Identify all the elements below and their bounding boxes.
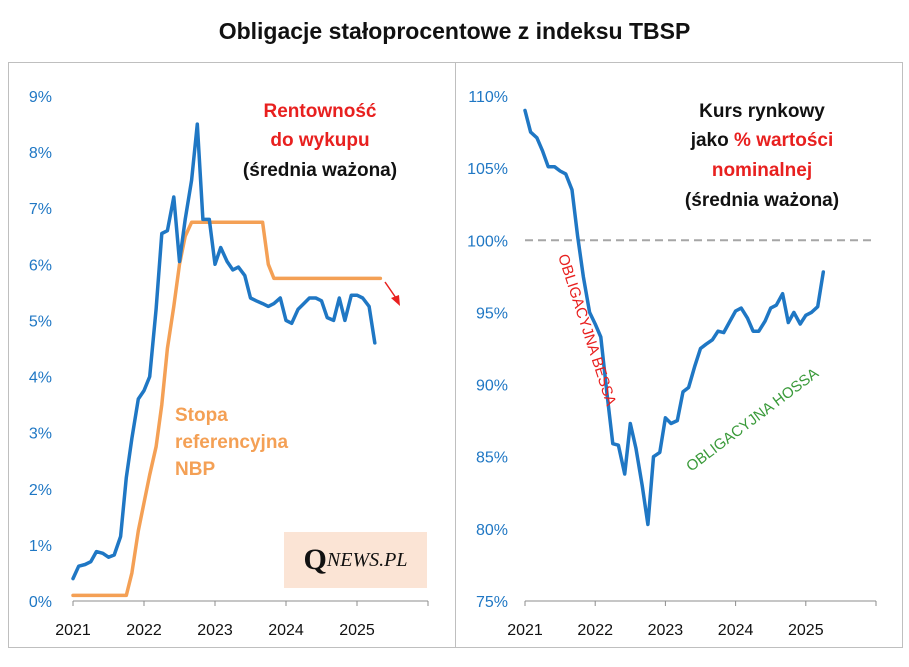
x-tick-label: 2021 — [507, 622, 543, 639]
y-tick-label: 110% — [468, 89, 508, 106]
x-tick-label: 2025 — [339, 622, 375, 639]
y-tick-label: 0% — [29, 594, 52, 611]
y-tick-label: 75% — [476, 594, 508, 611]
x-tick-label: 2024 — [718, 622, 754, 639]
y-tick-label: 95% — [476, 305, 508, 322]
x-tick-label: 2022 — [126, 622, 162, 639]
y-tick-label: 80% — [476, 522, 508, 539]
y-tick-label: 4% — [29, 370, 52, 387]
qnews-logo: Q NEWS.PL — [284, 532, 427, 588]
y-tick-label: 2% — [29, 482, 52, 499]
left-annotation-line3: (średnia ważona) — [243, 160, 397, 181]
x-tick-label: 2021 — [55, 622, 91, 639]
trend-arrow-line — [384, 281, 397, 299]
y-tick-label: 7% — [29, 201, 52, 218]
right-annotation-line2b: % wartości — [734, 130, 833, 151]
trend-arrow — [384, 281, 400, 306]
x-tick-label: 2025 — [788, 622, 824, 639]
right-series-lines — [523, 108, 826, 527]
left-annotation-line2: do wykupu — [270, 130, 369, 151]
y-tick-label: 100% — [467, 233, 508, 250]
orange-label-line3: NBP — [175, 459, 215, 480]
right-x-tick-labels: 2021 2022 2023 2024 2025 — [507, 622, 823, 639]
orange-label-line1: Stopa — [175, 405, 228, 426]
hossa-label: OBLIGACYJNA HOSSA — [683, 365, 822, 475]
logo-letter: Q — [303, 543, 327, 576]
right-annotation-line2a: jako — [690, 130, 734, 151]
left-y-tick-labels: 0% 1% 2% 3% 4% 5% 6% 7% 8% 9% — [29, 89, 52, 611]
logo-rest: NEWS.PL — [326, 548, 408, 571]
left-x-tick-labels: 2021 2022 2023 2024 2025 — [55, 622, 375, 639]
y-tick-label: 6% — [29, 257, 52, 274]
series-line — [71, 122, 377, 581]
left-x-axis — [72, 600, 429, 606]
right-annotation-line1: Kurs rynkowy — [699, 101, 825, 122]
right-chart-panel: 75% 80% 85% 90% 95% 100% 105% 110% 2021 2022 2023… — [467, 89, 877, 639]
right-annotation-line4: (średnia ważona) — [685, 190, 839, 211]
orange-label-line2: referencyjna — [175, 432, 288, 453]
right-y-tick-labels: 75% 80% 85% 90% 95% 100% 105% 110% — [467, 89, 508, 611]
y-tick-label: 5% — [29, 313, 52, 330]
y-tick-label: 1% — [29, 538, 52, 555]
chart-title: Obligacje stałoprocentowe z indeksu TBSP — [218, 18, 691, 44]
y-tick-label: 8% — [29, 145, 52, 162]
x-tick-label: 2023 — [197, 622, 233, 639]
y-tick-label: 3% — [29, 426, 52, 443]
right-annotation-line2: jako % wartości — [690, 130, 834, 151]
y-tick-label: 9% — [29, 89, 52, 106]
x-tick-label: 2024 — [268, 622, 304, 639]
y-tick-label: 85% — [476, 450, 508, 467]
x-tick-label: 2023 — [648, 622, 684, 639]
right-x-axis — [524, 600, 877, 606]
y-tick-label: 90% — [476, 378, 508, 395]
series-line — [523, 108, 826, 527]
trend-arrow-head — [391, 295, 400, 306]
panel-divider — [455, 62, 456, 648]
left-series-lines — [71, 122, 383, 598]
left-chart-panel: 0%1%2%3%4%5%6%7%8%9% 2021 2022 2023 2024 202… — [29, 89, 429, 639]
left-annotation-line1: Rentowność — [264, 101, 377, 122]
series-line — [71, 220, 383, 598]
x-tick-label: 2022 — [577, 622, 613, 639]
y-tick-label: 105% — [467, 161, 508, 178]
bessa-label: OBLIGACYJNA BESSA — [554, 252, 619, 408]
right-annotation-line3: nominalnej — [712, 160, 812, 181]
